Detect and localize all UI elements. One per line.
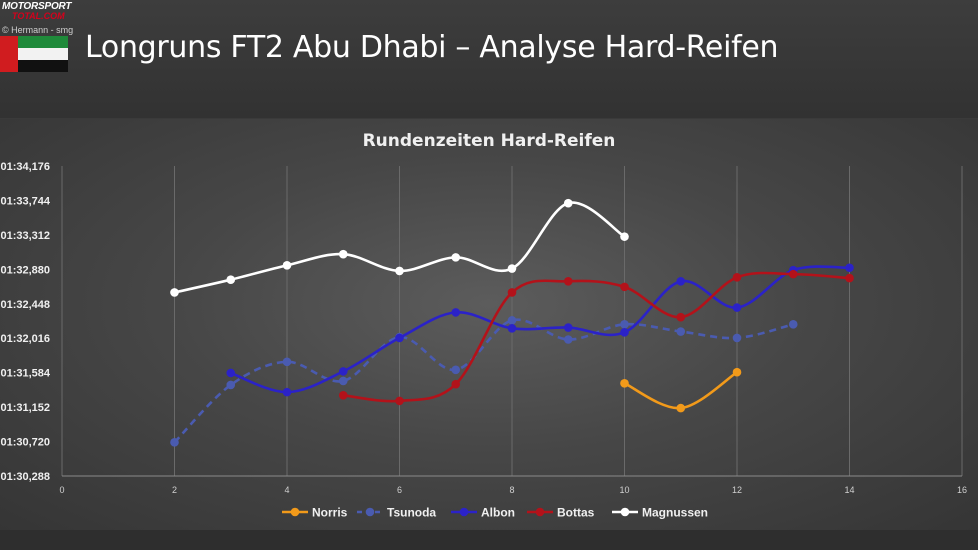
legend: Norris Tsunoda Albon Bottas Magnussen <box>282 506 708 520</box>
legend-label: Albon <box>481 506 515 520</box>
data-point-bottas <box>395 396 404 406</box>
data-point-magnussen <box>620 232 629 241</box>
y-tick-label: 01:33,312 <box>0 230 50 242</box>
series-line-magnussen <box>174 201 626 294</box>
x-axis: 0 2 4 6 8 10 12 14 16 <box>59 475 967 495</box>
data-point-tsunoda <box>226 380 236 390</box>
series-line-albon <box>230 265 850 394</box>
series-layer <box>170 198 854 447</box>
y-tick-label: 01:32,448 <box>0 299 50 311</box>
series-line-bottas <box>343 271 850 403</box>
legend-label: Magnussen <box>642 506 708 520</box>
data-point-norris <box>676 403 686 413</box>
x-tick-label: 6 <box>397 485 402 495</box>
data-point-albon <box>451 308 461 317</box>
x-tick-label: 10 <box>619 485 629 495</box>
x-tick-label: 16 <box>957 485 967 495</box>
legend-swatch-marker <box>365 507 375 517</box>
data-point-albon <box>507 324 517 333</box>
photo-credit: © Hermann - smg <box>2 25 74 35</box>
data-point-tsunoda <box>507 316 517 325</box>
legend-item-albon[interactable]: Albon <box>451 506 515 520</box>
data-point-albon <box>226 368 236 378</box>
legend-swatch-marker <box>620 507 630 517</box>
x-tick-label: 12 <box>732 485 742 495</box>
data-point-albon <box>845 263 854 273</box>
y-tick-label: 01:34,176 <box>0 161 50 173</box>
data-point-albon <box>676 276 686 286</box>
y-axis: 01:30,288 01:30,720 01:31,152 01:31,584 01:3… <box>0 161 50 483</box>
chart-title: Rundenzeiten Hard-Reifen <box>363 131 616 151</box>
legend-swatch-marker <box>459 507 469 517</box>
data-point-bottas <box>732 273 742 282</box>
data-point-bottas <box>338 391 348 400</box>
data-point-bottas <box>620 282 629 292</box>
legend-swatch-marker <box>290 507 300 517</box>
data-point-magnussen <box>451 253 461 262</box>
data-point-albon <box>282 387 292 397</box>
data-point-albon <box>620 328 629 337</box>
x-tick-label: 8 <box>509 485 514 495</box>
data-point-tsunoda <box>170 438 179 447</box>
data-point-albon <box>732 303 742 312</box>
legend-label: Norris <box>312 506 348 520</box>
data-point-bottas <box>563 276 573 286</box>
footer-band <box>0 530 978 550</box>
data-point-bottas <box>676 312 686 322</box>
y-tick-label: 01:32,016 <box>0 333 50 345</box>
data-point-bottas <box>845 273 854 283</box>
legend-item-tsunoda[interactable]: Tsunoda <box>357 506 436 520</box>
data-point-tsunoda <box>451 365 461 375</box>
data-point-tsunoda <box>732 333 742 343</box>
logo-line1: MOTORSPORT <box>2 1 72 12</box>
legend-item-norris[interactable]: Norris <box>282 506 348 520</box>
x-tick-label: 14 <box>844 485 854 495</box>
data-point-tsunoda <box>676 327 686 336</box>
data-point-magnussen <box>395 266 404 276</box>
data-point-magnussen <box>563 198 573 208</box>
y-tick-label: 01:31,152 <box>0 402 50 414</box>
header: MOTORSPORT TOTAL.COM © Hermann - smg Lon… <box>0 0 978 118</box>
legend-label: Bottas <box>557 506 595 520</box>
data-point-bottas <box>507 288 517 297</box>
series-line-norris <box>623 371 738 410</box>
y-tick-label: 01:31,584 <box>0 368 50 380</box>
data-point-magnussen <box>338 249 348 259</box>
data-point-magnussen <box>282 261 292 270</box>
legend-item-magnussen[interactable]: Magnussen <box>612 506 708 520</box>
data-point-tsunoda <box>338 376 348 386</box>
data-point-norris <box>732 367 742 377</box>
y-tick-label: 01:30,720 <box>0 437 50 449</box>
data-point-tsunoda <box>563 335 573 344</box>
motorsport-total-logo[interactable]: MOTORSPORT TOTAL.COM <box>2 1 72 24</box>
data-point-bottas <box>788 269 798 279</box>
page-title: Longruns FT2 Abu Dhabi – Analyse Hard-Re… <box>85 30 779 65</box>
data-point-albon <box>395 333 404 343</box>
x-tick-label: 4 <box>284 485 289 495</box>
data-point-magnussen <box>170 288 179 297</box>
data-point-tsunoda <box>282 357 292 367</box>
legend-item-bottas[interactable]: Bottas <box>527 506 595 520</box>
data-point-norris <box>620 379 629 388</box>
data-point-magnussen <box>507 264 517 273</box>
x-tick-label: 0 <box>59 485 64 495</box>
data-point-albon <box>338 367 348 376</box>
legend-label: Tsunoda <box>387 506 436 520</box>
y-tick-label: 01:32,880 <box>0 264 50 276</box>
data-point-bottas <box>451 379 461 389</box>
chart-panel <box>0 119 978 530</box>
legend-swatch-marker <box>535 507 545 517</box>
data-point-tsunoda <box>788 320 798 329</box>
x-tick-label: 2 <box>172 485 177 495</box>
uae-flag-icon <box>0 36 68 72</box>
y-tick-label: 01:30,288 <box>0 471 50 483</box>
data-point-magnussen <box>226 275 236 284</box>
logo-line2: TOTAL.COM <box>12 11 65 21</box>
data-point-tsunoda <box>620 320 629 329</box>
data-point-albon <box>563 323 573 332</box>
y-tick-label: 01:33,744 <box>0 195 50 207</box>
